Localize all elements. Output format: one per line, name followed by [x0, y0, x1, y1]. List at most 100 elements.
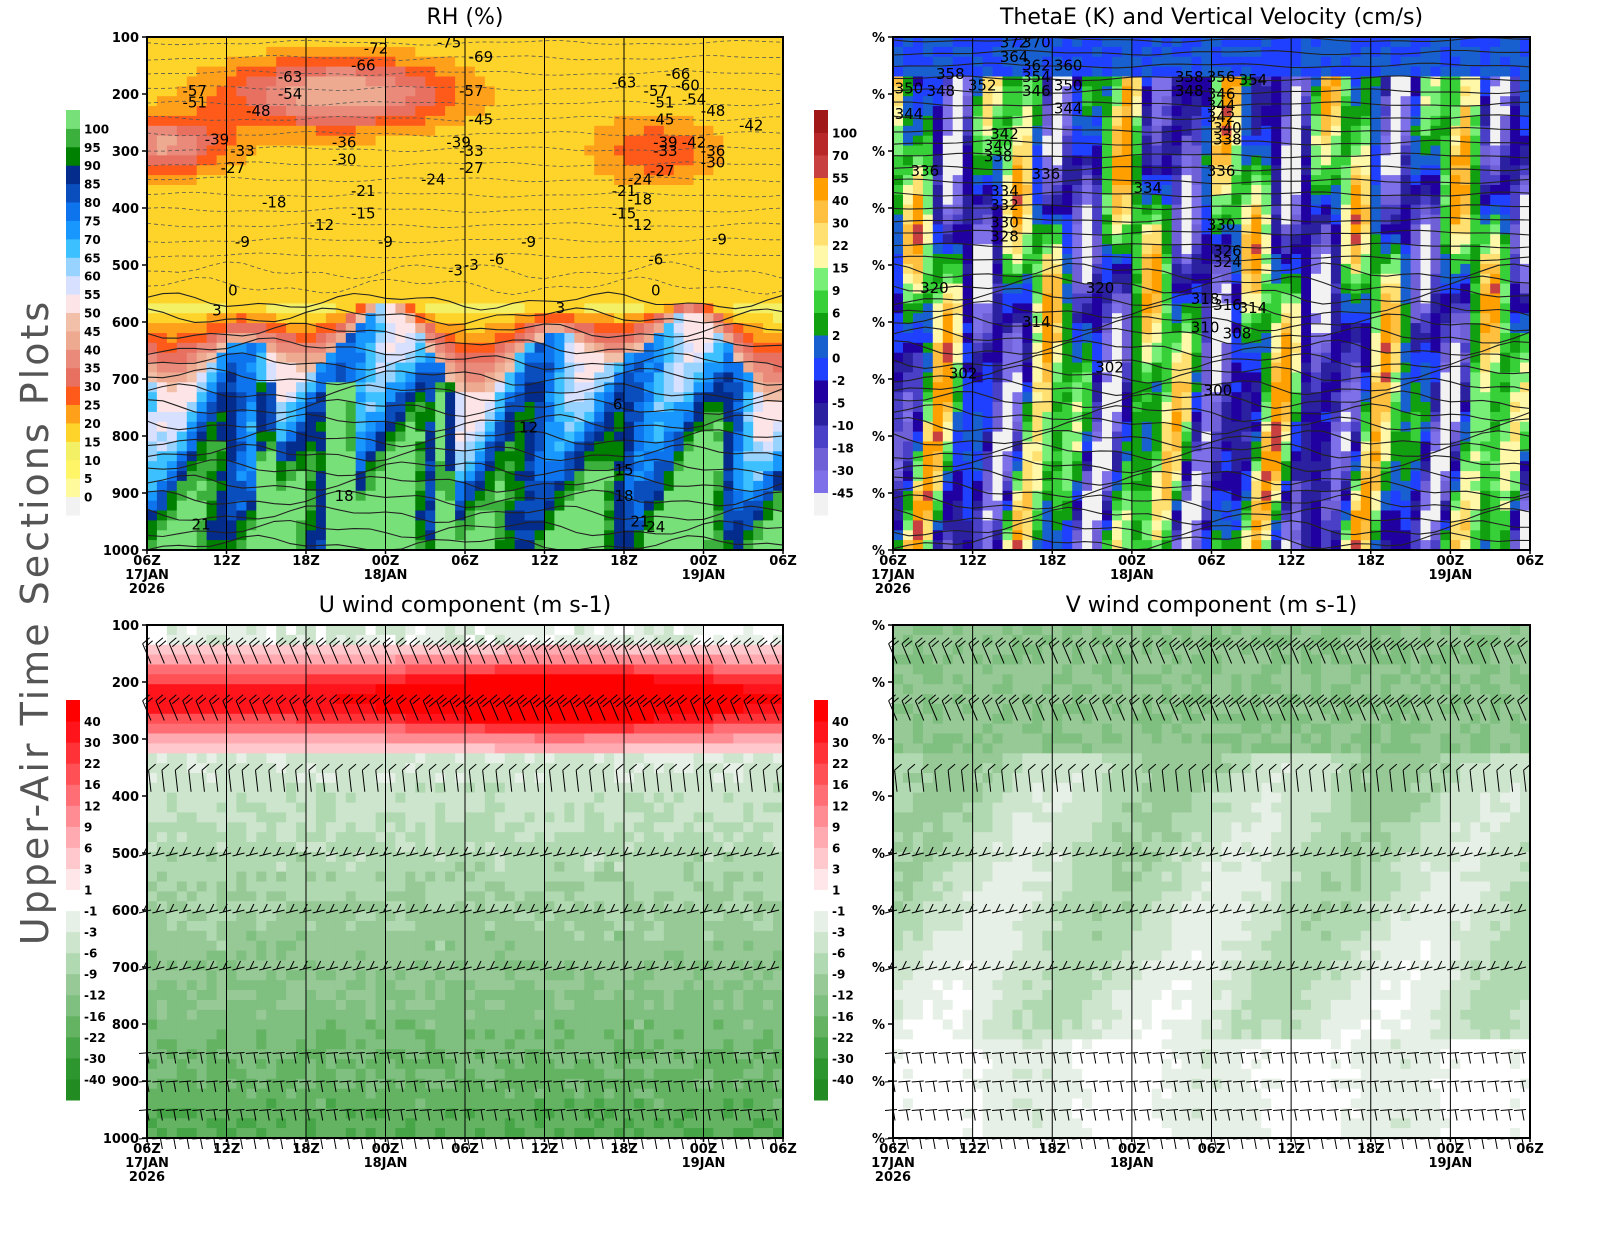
rh-cell: [723, 195, 734, 206]
thetae-cell: [913, 146, 924, 157]
thetae-cell: [1032, 501, 1043, 512]
thetae-cell: [1132, 77, 1143, 88]
thetae-cell: [1042, 451, 1053, 462]
thetae-cell: [1142, 520, 1153, 531]
rh-cell: [187, 284, 198, 295]
rh-cell: [445, 175, 456, 186]
rh-cell: [276, 37, 287, 48]
thetae-cell: [1132, 244, 1143, 255]
rh-cell: [644, 363, 655, 374]
rh-cell: [545, 57, 556, 67]
thetae-cell: [1062, 303, 1073, 314]
rh-cell: [177, 481, 188, 492]
rh-x-date-label: 17JAN: [125, 568, 169, 583]
thetae-cell: [1003, 481, 1014, 492]
rh-cell: [405, 530, 416, 541]
rh-cell: [704, 481, 715, 492]
rh-cell: [753, 57, 764, 67]
rh-colorbar-label: 5: [84, 472, 92, 486]
rh-cell: [346, 461, 357, 472]
rh-cell: [296, 274, 307, 285]
rh-cell: [704, 451, 715, 462]
rh-x-year-label: 2026: [129, 582, 165, 597]
rh-cell: [336, 471, 347, 482]
thetae-cell: [1102, 432, 1113, 443]
thetae-cell: [1082, 422, 1093, 433]
rh-cell: [604, 155, 615, 166]
rh-cell: [217, 86, 228, 97]
rh-cell: [713, 491, 724, 502]
thetae-cell: [1152, 126, 1163, 137]
rh-cell: [545, 244, 556, 255]
rh-cell: [465, 402, 476, 413]
rh-cell: [266, 382, 277, 393]
thetae-cell: [893, 461, 904, 472]
rh-cell: [674, 244, 685, 255]
thetae-cell: [1122, 116, 1133, 127]
rh-cell: [296, 333, 307, 344]
rh-cell: [306, 294, 317, 305]
rh-cell: [286, 224, 297, 235]
thetae-cell: [903, 195, 914, 206]
rh-cell: [405, 234, 416, 245]
rh-cell: [614, 106, 625, 117]
rh-cell: [157, 106, 168, 117]
rh-cell: [207, 77, 218, 88]
thetae-cell: [953, 146, 964, 157]
rh-cell: [694, 284, 705, 295]
rh-cell: [644, 57, 655, 67]
rh-cell: [316, 422, 327, 433]
rh-cell: [455, 333, 466, 344]
thetae-cell: [1122, 57, 1133, 67]
thetae-cell: [993, 264, 1004, 275]
rh-cell: [296, 412, 307, 423]
rh-cell: [535, 303, 546, 314]
rh-cell: [167, 303, 178, 314]
rh-cell: [405, 382, 416, 393]
rh-cell: [376, 343, 387, 354]
rh-colorbar-label: 55: [84, 288, 101, 302]
thetae-cell: [1042, 234, 1053, 245]
rh-cell: [455, 382, 466, 393]
rh-cell: [386, 77, 397, 88]
rh-cell: [763, 264, 774, 275]
rh-cell: [435, 461, 446, 472]
rh-cell: [485, 77, 496, 88]
thetae-cell: [1162, 195, 1173, 206]
thetae-cell: [1082, 451, 1093, 462]
thetae-cell: [963, 451, 974, 462]
thetae-cell: [943, 224, 954, 235]
thetae-cell: [923, 461, 934, 472]
thetae-cell: [1062, 264, 1073, 275]
thetae-cell: [1142, 224, 1153, 235]
thetae-cell: [1062, 146, 1073, 157]
rh-cell: [425, 224, 436, 235]
rh-cell: [495, 57, 506, 67]
rh-cell: [654, 195, 665, 206]
thetae-cell: [1042, 471, 1053, 482]
rh-cell: [684, 195, 695, 206]
rh-cell: [346, 284, 357, 295]
thetae-cell: [1162, 254, 1173, 265]
thetae-cell: [1022, 215, 1033, 226]
rh-cell: [554, 224, 565, 235]
rh-cell: [604, 481, 615, 492]
rh-cell: [743, 165, 754, 176]
rh-cell: [217, 284, 228, 295]
thetae-cell: [1142, 67, 1153, 78]
rh-cell: [664, 205, 675, 216]
rh-cell: [336, 402, 347, 413]
thetae-cell: [1082, 254, 1093, 265]
rh-cell: [157, 323, 168, 334]
rh-cell: [664, 491, 675, 502]
rh-cell: [197, 215, 208, 226]
rh-cell: [743, 412, 754, 423]
rh-cell: [356, 126, 367, 137]
rh-cell: [326, 37, 337, 48]
rh-cell: [723, 126, 734, 137]
rh-cell: [177, 442, 188, 453]
rh-y-tick-label: 600: [112, 316, 139, 331]
rh-contour-label: -24: [421, 171, 446, 189]
rh-cell: [594, 86, 605, 97]
rh-cell: [505, 294, 516, 305]
